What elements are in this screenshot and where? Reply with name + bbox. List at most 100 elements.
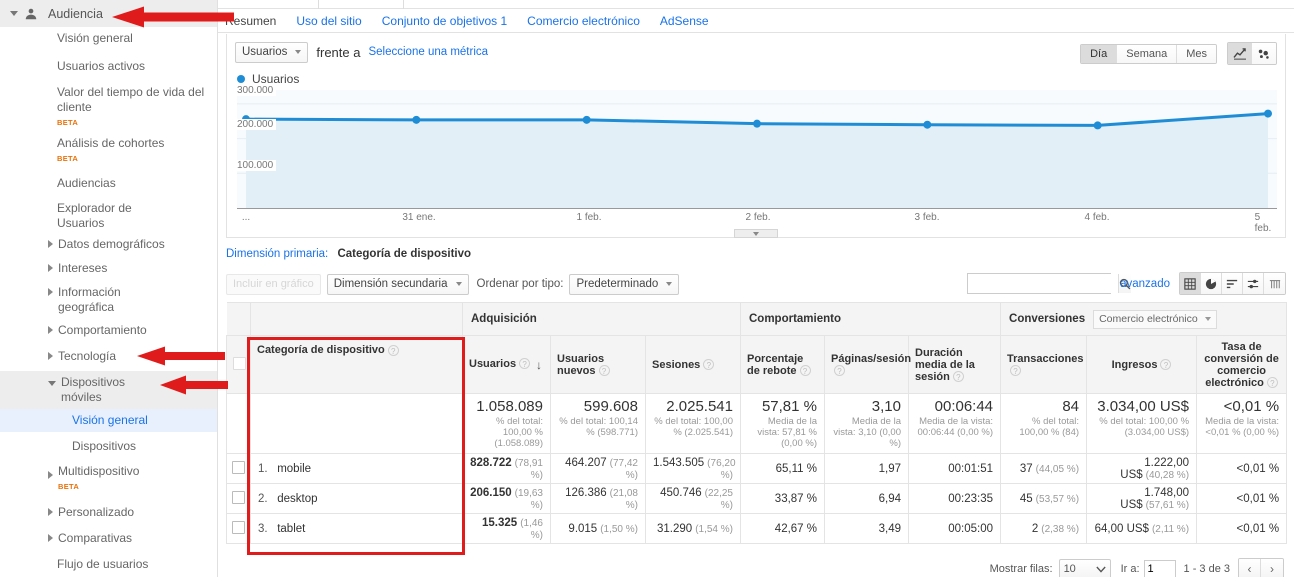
sort-type-select[interactable]: Predeterminado (569, 273, 680, 295)
sidebar-item-valor-tiempo-vida[interactable]: Valor del tiempo de vida del cliente BET… (0, 82, 217, 133)
primary-dimension-value[interactable]: Categoría de dispositivo (337, 248, 472, 260)
help-icon[interactable]: ? (952, 371, 964, 383)
help-icon[interactable]: ? (703, 359, 715, 371)
sidebar-item-comportamiento[interactable]: Comportamiento (0, 320, 217, 342)
sidebar-item-dispositivos-moviles[interactable]: Dispositivos móviles (0, 371, 217, 409)
row-dimension-value[interactable]: mobile (277, 462, 312, 475)
sidebar-item-vision-general-moviles[interactable]: Visión general (0, 409, 217, 432)
column-header-sesiones[interactable]: Sesiones? (645, 335, 741, 394)
prev-page-button[interactable]: ‹ (1239, 559, 1261, 577)
sidebar-item-audiencias[interactable]: Audiencias (0, 173, 217, 195)
column-header-duracion-media-sesion[interactable]: Duración media de la sesión? (907, 335, 1002, 394)
tab-uso-del-sitio[interactable]: Uso del sitio (296, 13, 362, 28)
sidebar-section-audiencia[interactable]: Audiencia (0, 0, 217, 28)
comparison-view-icon[interactable] (1243, 273, 1264, 294)
cell-percent: (2,38 %) (1041, 523, 1080, 535)
pivot-view-icon[interactable] (1264, 273, 1285, 294)
sidebar-item-vision-general[interactable]: Visión general (0, 28, 217, 50)
sidebar-item-informacion-geografica[interactable]: Información geográfica (0, 282, 217, 318)
cell-percent: (78,91 %) (514, 457, 543, 481)
row-dimension-value[interactable]: desktop (277, 492, 318, 505)
tab-conjunto-de-objetivos-1[interactable]: Conjunto de objetivos 1 (381, 13, 508, 28)
sidebar-item-personalizado[interactable]: Personalizado (0, 502, 217, 524)
sidebar-item-analisis-cohortes[interactable]: Análisis de cohortes BETA (0, 133, 217, 169)
granularity-dia[interactable]: Día (1081, 44, 1118, 63)
sidebar-item-comparativas[interactable]: Comparativas (0, 528, 217, 550)
cell-value: 6,94 (878, 492, 901, 505)
tab-resumen[interactable]: Resumen (225, 13, 277, 28)
search-input[interactable] (968, 274, 1119, 293)
row-checkbox[interactable] (232, 490, 245, 504)
cell-percent: (76,20 %) (707, 457, 736, 481)
pie-view-icon[interactable] (1201, 273, 1222, 294)
chevron-right-icon (48, 508, 53, 516)
totals-usuarios: 1.058.089 % del total: 100,00 % (1.058.0… (462, 393, 551, 454)
totals-value: 1.058.089 (476, 398, 543, 415)
granularity-semana[interactable]: Semana (1117, 44, 1178, 63)
row-checkbox[interactable] (232, 520, 245, 534)
motion-chart-icon[interactable] (1252, 43, 1276, 64)
conversion-goal-select[interactable]: Comercio electrónico (1093, 309, 1217, 329)
sidebar-item-datos-demograficos[interactable]: Datos demográficos (0, 234, 217, 256)
table-row[interactable]: 1. mobile 828.722 (78,91 %) 464.207 (77,42… (226, 453, 1288, 484)
line-chart-icon[interactable] (1228, 43, 1252, 64)
advanced-search-link[interactable]: avanzado (1120, 277, 1170, 290)
column-header-usuarios-nuevos[interactable]: Usuarios nuevos? (550, 335, 646, 394)
sidebar-item-label: Dispositivos (72, 439, 137, 453)
column-header-tasa-conversion-ecommerce[interactable]: Tasa de conversión de comercio electróni… (1196, 335, 1288, 394)
sidebar-item-label: Usuarios activos (57, 59, 146, 73)
help-icon[interactable]: ? (519, 358, 531, 370)
performance-view-icon[interactable] (1222, 273, 1243, 294)
row-checkbox[interactable] (232, 460, 245, 474)
table-view-icon[interactable] (1180, 273, 1201, 294)
table-row[interactable]: 2. desktop 206.150 (19,63 %) 126.386 (21,0… (226, 483, 1288, 514)
view-mode-toggle (1179, 272, 1286, 295)
sidebar-item-explorador-usuarios[interactable]: Explorador de Usuarios (0, 198, 217, 234)
chevron-down-icon (666, 282, 673, 286)
sidebar-item-usuarios-activos[interactable]: Usuarios activos (0, 56, 217, 78)
sidebar-item-intereses[interactable]: Intereses (0, 258, 217, 280)
help-icon[interactable]: ? (598, 365, 610, 377)
help-icon[interactable]: ? (799, 365, 811, 377)
sidebar-item-flujo-usuarios[interactable]: Flujo de usuarios (0, 554, 217, 576)
goto-page-input[interactable] (1143, 560, 1176, 577)
help-icon[interactable]: ? (1160, 359, 1172, 371)
help-icon[interactable]: ? (834, 365, 845, 377)
cell-value: 42,67 % (774, 522, 817, 535)
help-icon[interactable]: ? (1266, 377, 1278, 389)
cell-usuarios: 828.722 (78,91 %) (462, 453, 551, 484)
cell-paginas-sesion: 6,94 (824, 483, 909, 514)
tab-adsense[interactable]: AdSense (659, 13, 709, 28)
sidebar-item-tecnologia[interactable]: Tecnología (0, 346, 217, 368)
row-dimension-value[interactable]: tablet (277, 522, 306, 535)
next-page-button[interactable]: › (1261, 559, 1283, 577)
row-checkbox-cell (226, 513, 251, 544)
column-header-transacciones[interactable]: Transacciones? (1000, 335, 1088, 394)
column-header-categoria-de-dispositivo[interactable]: Categoría de dispositivo? (250, 335, 463, 394)
sidebar-item-multidispositivo[interactable]: Multidispositivo BETA (0, 461, 217, 497)
sidebar-item-dispositivos[interactable]: Dispositivos (0, 436, 217, 458)
cell-usuarios-nuevos: 9.015 (1,50 %) (550, 513, 646, 544)
column-header-porcentaje-de-rebote[interactable]: Porcentaje de rebote? (740, 335, 825, 394)
metric-select[interactable]: Usuarios (235, 41, 309, 63)
select-metric-link[interactable]: Seleccione una métrica (368, 46, 489, 58)
cell-value: 45 (1019, 492, 1033, 505)
help-icon[interactable]: ? (1010, 365, 1022, 377)
table-row[interactable]: 3. tablet 15.325 (1,46 %) 9.015 (1,50 %) 3… (226, 513, 1288, 544)
select-all-checkbox[interactable] (233, 356, 246, 370)
search-icon[interactable] (1118, 274, 1132, 293)
cell-value: 65,11 % (775, 462, 817, 475)
granularity-mes[interactable]: Mes (1177, 44, 1216, 63)
help-icon[interactable]: ? (387, 344, 399, 356)
chart-expand-handle[interactable] (734, 229, 778, 238)
column-header-usuarios[interactable]: ↓ Usuarios? (462, 335, 551, 394)
rows-per-page-select[interactable]: 10 (1058, 559, 1111, 577)
tab-comercio-electronico[interactable]: Comercio electrónico (527, 13, 640, 28)
x-tick-4: 3 feb. (914, 212, 940, 223)
column-header-paginas-sesion[interactable]: Páginas/sesión? (824, 335, 911, 394)
sidebar-item-label: Flujo de usuarios (57, 557, 149, 571)
secondary-dimension-select[interactable]: Dimensión secundaria (326, 273, 469, 295)
table-group-header-row: Adquisición Comportamiento Conversiones … (226, 302, 1288, 336)
column-header-ingresos[interactable]: Ingresos? (1086, 335, 1198, 394)
row-checkbox-cell (226, 483, 251, 514)
